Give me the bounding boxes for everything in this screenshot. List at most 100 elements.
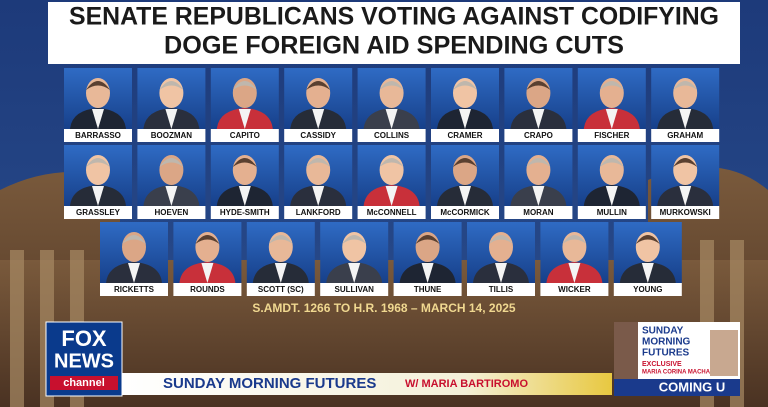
portrait-hair — [306, 158, 331, 167]
portrait-hair — [562, 235, 587, 244]
senator-card: HYDE-SMITH — [210, 145, 279, 219]
senator-name: BOOZMAN — [151, 131, 193, 140]
portrait-shirt — [459, 186, 471, 206]
caption: S.AMDT. 1266 TO H.R. 1968 – MARCH 14, 20… — [252, 301, 516, 315]
portrait-hair — [526, 158, 551, 167]
senator-card: SCOTT (SC) — [246, 222, 315, 296]
senator-card: MULLIN — [577, 145, 646, 219]
senator-name: THUNE — [414, 285, 442, 294]
portrait-shirt — [532, 186, 545, 206]
senator-card: CASSIDY — [284, 68, 353, 142]
title-line: SENATE REPUBLICANS VOTING AGAINST CODIFY… — [69, 3, 719, 31]
portrait-shirt — [459, 109, 471, 129]
name-plate — [651, 129, 720, 142]
portrait-hair — [342, 235, 367, 244]
senator-name: TILLIS — [489, 285, 514, 294]
portrait-hair — [489, 235, 513, 244]
name-plate — [431, 206, 499, 219]
promo-text: MORNING — [642, 337, 691, 348]
name-plate — [357, 129, 426, 142]
lower-third — [122, 373, 612, 395]
portrait-shirt — [679, 109, 692, 129]
senator-card: FISCHER — [577, 68, 646, 142]
senator-name: CASSIDY — [300, 131, 336, 140]
show-host: W/ MARIA BARTIROMO — [405, 378, 528, 390]
name-plate — [577, 206, 646, 219]
senator-card: RICKETTS — [100, 222, 168, 296]
name-plate — [320, 283, 389, 296]
portrait-hair — [122, 235, 146, 244]
portrait-hair — [379, 81, 404, 90]
senator-name: MORAN — [523, 208, 553, 217]
senator-name: WICKER — [558, 285, 591, 294]
portrait-hair — [599, 81, 624, 90]
portrait-hair — [673, 158, 698, 167]
name-plate — [504, 206, 573, 219]
name-plate — [357, 206, 426, 219]
senator-name: RICKETTS — [114, 285, 155, 294]
portrait-shirt — [385, 186, 398, 206]
portrait-hair — [232, 158, 257, 167]
name-plate — [577, 129, 646, 142]
portrait-shirt — [679, 186, 692, 206]
senator-name: LANKFORD — [296, 208, 341, 217]
portrait-shirt — [312, 186, 325, 206]
portrait-shirt — [348, 263, 361, 283]
portrait-shirt — [92, 186, 104, 206]
senator-card: ROUNDS — [173, 222, 242, 296]
logo-text: channel — [63, 377, 105, 389]
logo-text: FOX — [61, 326, 107, 351]
name-plate — [173, 283, 242, 296]
senator-card: GRASSLEY — [64, 145, 132, 219]
senator-name: YOUNG — [633, 285, 662, 294]
portrait-shirt — [238, 186, 251, 206]
portrait-shirt — [495, 263, 507, 283]
senator-card: CRAPO — [504, 68, 573, 142]
name-plate — [393, 283, 462, 296]
portrait-shirt — [312, 109, 325, 129]
portrait-shirt — [385, 109, 398, 129]
logo-text: NEWS — [54, 350, 114, 372]
portrait-hair — [453, 81, 477, 90]
senator-card: BOOZMAN — [137, 68, 206, 142]
portrait-shirt — [165, 186, 178, 206]
promo-guest: MARIA CORINA MACHA — [642, 370, 711, 376]
senator-card: MORAN — [504, 145, 573, 219]
portrait-shirt — [274, 263, 287, 283]
name-plate — [613, 283, 682, 296]
senator-name: SCOTT (SC) — [258, 285, 304, 294]
portrait-hair — [86, 158, 110, 167]
senator-name: CRAPO — [524, 131, 553, 140]
senator-name: BARRASSO — [75, 131, 121, 140]
portrait-hair — [159, 81, 184, 90]
name-plate — [431, 129, 499, 142]
title-box — [48, 2, 740, 64]
promo-photo — [614, 322, 638, 380]
portrait-hair — [86, 81, 110, 90]
portrait-shirt — [641, 263, 654, 283]
senator-name: McCONNELL — [367, 208, 417, 217]
promo-footer-bar — [614, 379, 740, 396]
portrait-hair — [268, 235, 293, 244]
senator-name: CRAMER — [447, 131, 482, 140]
portrait-shirt — [421, 263, 434, 283]
senator-card: McCORMICK — [431, 145, 499, 219]
senator-name: FISCHER — [594, 131, 629, 140]
name-plate — [284, 129, 353, 142]
promo-footer: COMING U — [659, 379, 725, 394]
name-plate — [64, 206, 132, 219]
portrait-shirt — [165, 109, 178, 129]
portrait-hair — [232, 81, 257, 90]
portrait-shirt — [201, 263, 214, 283]
portrait-hair — [453, 158, 477, 167]
portrait-shirt — [532, 109, 545, 129]
name-plate — [137, 129, 206, 142]
portrait-hair — [673, 81, 698, 90]
senator-card: YOUNG — [613, 222, 682, 296]
senator-card: LANKFORD — [284, 145, 353, 219]
promo-text: SUNDAY — [642, 326, 684, 337]
portrait-hair — [379, 158, 404, 167]
name-plate — [210, 129, 279, 142]
promo-text: FUTURES — [642, 348, 690, 359]
